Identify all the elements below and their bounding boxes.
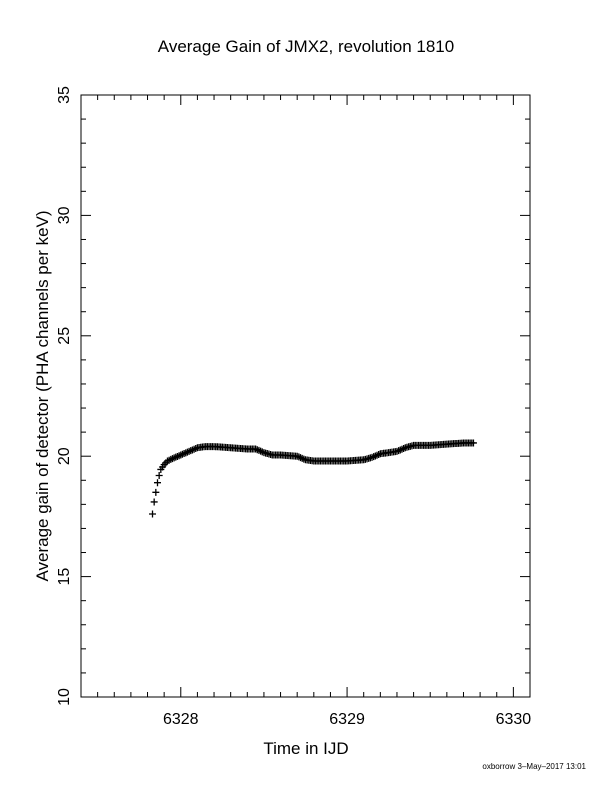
data-point — [368, 453, 376, 461]
data-point — [253, 446, 261, 454]
data-point — [149, 510, 157, 518]
x-tick-labels: 6328 6329 6330 — [163, 711, 531, 728]
data-point — [192, 444, 200, 452]
y-tick-labels: 10 15 20 25 30 35 — [56, 86, 73, 706]
x-axis-label: Time in IJD — [263, 739, 348, 758]
data-point — [182, 449, 190, 457]
data-point — [373, 451, 381, 459]
data-point — [155, 471, 163, 479]
data-point — [173, 452, 181, 460]
data-point — [167, 455, 175, 463]
data-point — [163, 457, 171, 465]
data-point — [375, 451, 383, 459]
data-point — [188, 446, 196, 454]
plot-frame — [80, 94, 531, 698]
data-point — [180, 450, 188, 458]
y-tick-label: 30 — [56, 206, 73, 224]
y-tick-label: 10 — [56, 688, 73, 706]
data-point — [175, 452, 183, 460]
data-point — [293, 452, 301, 460]
y-tick-label: 15 — [56, 568, 73, 586]
data-point — [300, 455, 308, 463]
footer-timestamp: oxborrow 3–May–2017 13:01 — [482, 762, 586, 771]
y-tick-label: 25 — [56, 327, 73, 345]
data-point — [183, 448, 191, 456]
data-point — [298, 454, 306, 462]
axis-ticks — [80, 94, 531, 698]
data-point — [153, 479, 161, 487]
data-point — [297, 454, 305, 462]
data-point — [398, 445, 406, 453]
data-point — [396, 446, 404, 454]
x-tick-label: 6330 — [496, 711, 532, 728]
data-point — [371, 452, 379, 460]
y-tick-label: 35 — [56, 86, 73, 104]
chart-title: Average Gain of JMX2, revolution 1810 — [158, 37, 454, 56]
x-tick-label: 6329 — [329, 711, 365, 728]
data-points — [149, 439, 477, 518]
data-point — [150, 498, 158, 506]
data-point — [393, 447, 401, 455]
data-point — [168, 455, 176, 463]
data-point — [258, 448, 266, 456]
data-point — [469, 439, 477, 447]
data-point — [257, 447, 265, 455]
data-point — [252, 445, 260, 453]
data-point — [185, 447, 193, 455]
data-point — [187, 447, 195, 455]
data-point — [170, 454, 178, 462]
data-point — [152, 488, 160, 496]
data-point — [295, 453, 303, 461]
data-point — [178, 450, 186, 458]
data-point — [400, 444, 408, 452]
data-point — [172, 453, 180, 461]
data-point — [370, 453, 378, 461]
data-point — [255, 446, 263, 454]
data-point — [177, 451, 185, 459]
y-axis-label: Average gain of detector (PHA channels p… — [33, 210, 52, 581]
data-point — [190, 445, 198, 453]
data-point — [165, 456, 173, 464]
y-tick-label: 20 — [56, 447, 73, 465]
data-point — [395, 447, 403, 455]
x-tick-label: 6328 — [163, 711, 199, 728]
